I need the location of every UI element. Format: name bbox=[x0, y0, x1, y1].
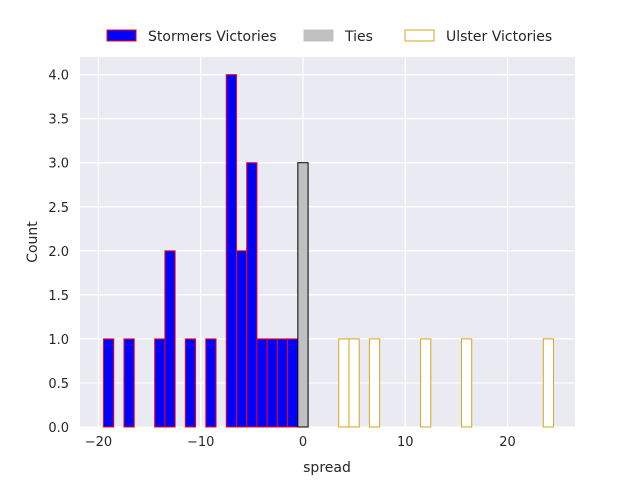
y-tick-label: 3.5 bbox=[48, 113, 69, 128]
histogram-bar bbox=[123, 338, 135, 428]
legend-label: Ulster Victories bbox=[446, 29, 552, 45]
bars bbox=[103, 74, 555, 428]
ticks: −20 −10 0 10 20 0.0 0.5 1.0 1.5 2.0 2.5 3.0 3.5 4.0 bbox=[48, 69, 515, 450]
histogram-bar bbox=[225, 74, 237, 428]
histogram-bar bbox=[542, 338, 555, 428]
legend-label: Stormers Victories bbox=[148, 29, 277, 45]
histogram-bar bbox=[348, 338, 360, 428]
legend-swatch bbox=[106, 29, 137, 42]
histogram-bar bbox=[164, 250, 176, 428]
histogram-bar bbox=[205, 338, 217, 428]
histogram-bar bbox=[103, 338, 115, 428]
histogram-bar bbox=[368, 338, 381, 428]
histogram-bar bbox=[266, 338, 278, 428]
histogram-bar bbox=[276, 338, 289, 428]
histogram-bar bbox=[460, 338, 473, 428]
histogram-bar bbox=[297, 162, 309, 428]
histogram-bar bbox=[338, 338, 350, 428]
y-tick-label: 1.0 bbox=[48, 333, 69, 348]
legend-swatch bbox=[404, 29, 435, 42]
legend-swatch bbox=[303, 29, 334, 42]
histogram-bar bbox=[420, 338, 432, 428]
histogram-bar bbox=[184, 338, 197, 428]
histogram-bar bbox=[287, 338, 299, 428]
x-axis-label: spread bbox=[303, 460, 351, 476]
legend-label: Ties bbox=[344, 29, 373, 45]
x-tick-label: 0 bbox=[299, 435, 307, 450]
y-tick-label: 4.0 bbox=[48, 69, 69, 84]
histogram-bar bbox=[246, 162, 258, 428]
x-tick-label: −10 bbox=[187, 435, 214, 450]
x-tick-label: 20 bbox=[499, 435, 516, 450]
legend: Stormers Victories Ties Ulster Victories bbox=[106, 29, 552, 45]
x-tick-label: −20 bbox=[85, 435, 112, 450]
x-tick-label: 10 bbox=[397, 435, 414, 450]
histogram-bar bbox=[154, 338, 166, 428]
histogram-bar bbox=[235, 250, 248, 428]
y-tick-label: 0.5 bbox=[48, 377, 69, 392]
histogram-bar bbox=[256, 338, 268, 428]
y-tick-label: 0.0 bbox=[48, 421, 69, 436]
y-axis-label: Count bbox=[25, 221, 41, 263]
y-tick-label: 3.0 bbox=[48, 157, 69, 172]
y-tick-label: 1.5 bbox=[48, 289, 69, 304]
y-tick-label: 2.5 bbox=[48, 201, 69, 216]
y-tick-label: 2.0 bbox=[48, 245, 69, 260]
